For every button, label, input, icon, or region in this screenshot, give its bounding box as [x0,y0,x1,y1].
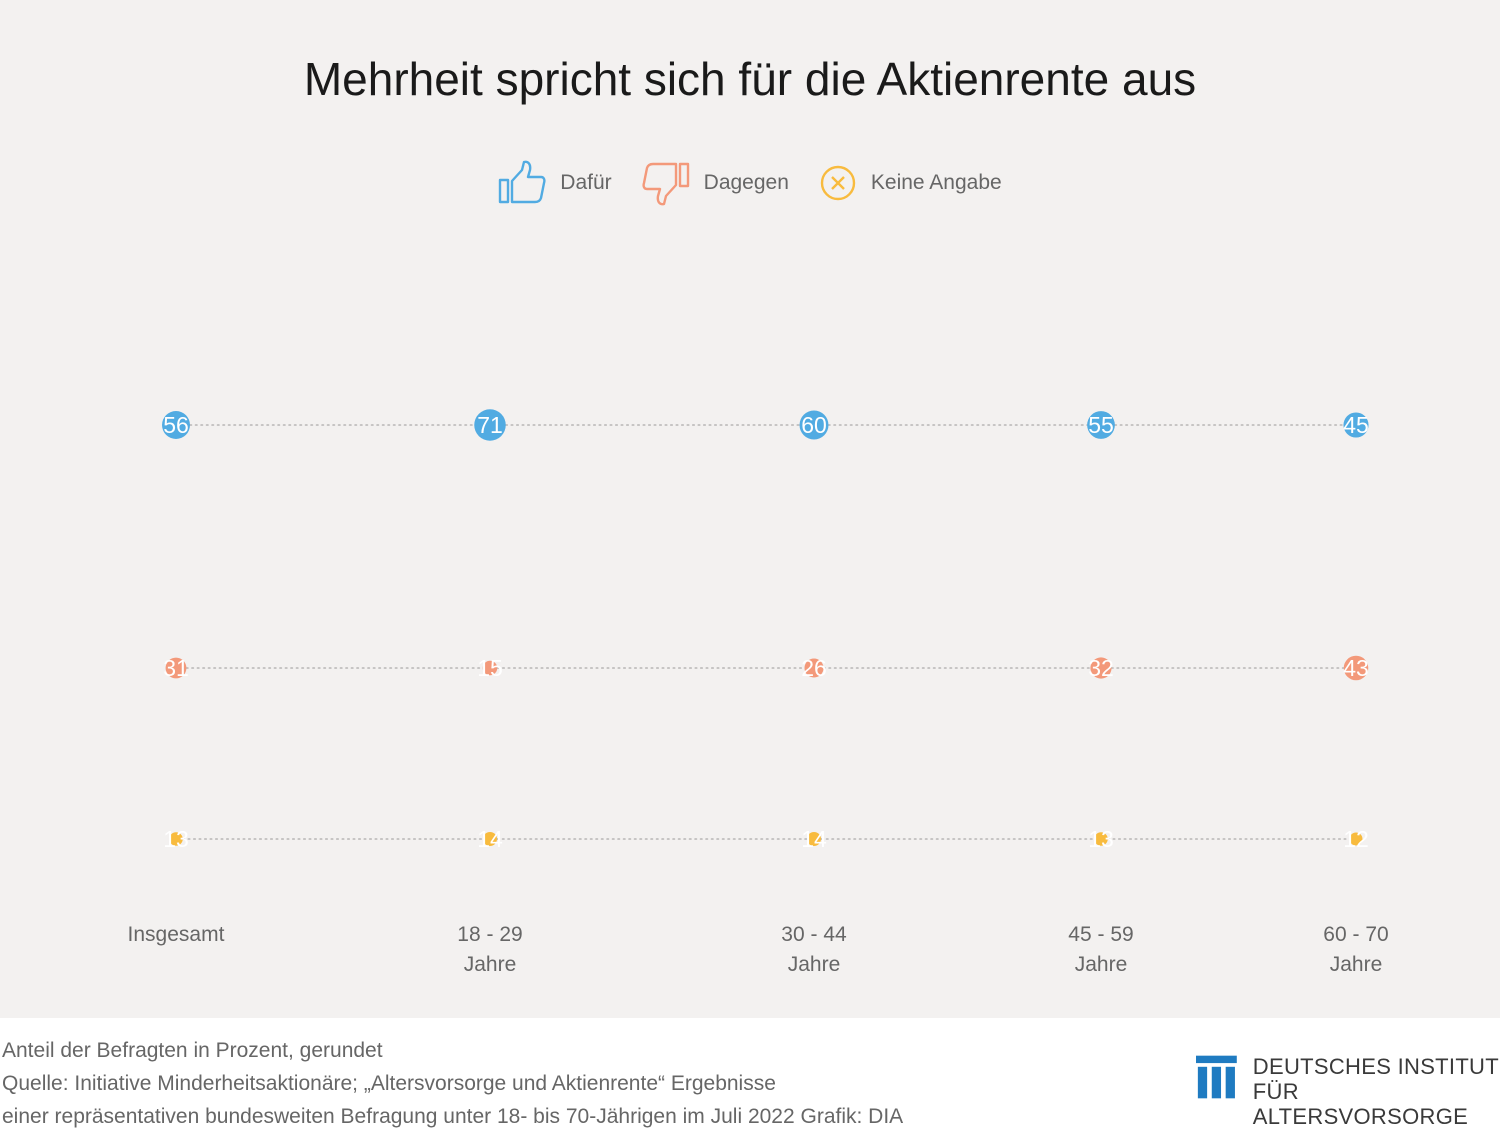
legend-label: Keine Angabe [870,171,1002,194]
category-label: 18 - 29 [457,923,522,946]
bubble-dagegen-4 [1343,655,1369,681]
logo-text: DEUTSCHES INSTITUT FÜR ALTERSVORSORGE [1253,1054,1500,1129]
bubble-value-label: 60 [801,412,827,438]
chart-panel [0,0,1500,1018]
category-label-line-2: Jahre [464,953,517,976]
category-label: 60 - 70 [1323,923,1388,946]
bubble-dagegen-3 [1090,657,1112,679]
bubble-dagegen-0 [165,657,187,679]
footer-note: Anteil der Befragten in Prozent, gerunde… [2,1039,383,1062]
bubble-value-label: 15 [477,655,503,681]
bubble-dagegen-2 [804,658,824,678]
bubble-value-label: 55 [1088,412,1114,438]
legend-item-keine-angabe: Keine Angabe [819,164,1002,202]
bubble-keine-angabe-4 [1349,832,1363,846]
bubble-value-label: 14 [801,826,827,852]
bubble-value-label: 26 [801,655,827,681]
legend-label: Dafür [560,171,612,194]
bubble-value-label: 12 [1343,826,1369,852]
category-label-line-2: Jahre [1330,953,1383,976]
bubble-keine-angabe-1 [483,832,497,846]
logo-line-1: DEUTSCHES INSTITUT [1252,1054,1499,1079]
bubble-value-label: 45 [1343,412,1369,438]
footer-notes: Anteil der Befragten in Prozent, gerunde… [2,1034,903,1133]
bubble-chart: 56 71 60 55 45 31 15 26 32 43 13 14 14 13 12 Insgesamt 1… [128,409,1389,976]
logo-line-2: FÜR ALTERSVORSORGE [1252,1079,1469,1129]
footer-source-line-1: Quelle: Initiative Minderheitsaktionäre;… [2,1072,776,1095]
bubble-value-label: 13 [163,826,189,852]
chart-title: Mehrheit spricht sich für die Aktienrent… [303,53,1197,105]
bubble-keine-angabe-0 [169,832,183,846]
dia-logo: DEUTSCHES INSTITUT FÜR ALTERSVORSORGE [1196,1054,1500,1129]
category-label: 30 - 44 [781,923,847,946]
bubble-value-label: 56 [163,412,189,438]
bubble-daf-r-1 [474,409,506,441]
bubble-value-label: 14 [477,826,503,852]
bubble-value-label: 13 [1088,826,1114,852]
category-label: 45 - 59 [1068,923,1133,946]
bubble-keine-angabe-2 [807,832,821,846]
category-label: Insgesamt [128,923,225,946]
footer-source-line-2: einer repräsentativen bundesweiten Befra… [2,1105,904,1128]
legend: Dafür Dagegen Keine Angabe [0,160,1500,206]
bubble-value-label: 43 [1343,655,1369,681]
bubble-daf-r-3 [1087,411,1115,439]
x-circle-icon [820,165,856,201]
bubble-value-label: 32 [1088,655,1114,681]
bubble-value-label: 71 [477,412,503,438]
bubble-daf-r-0 [162,411,190,439]
bubble-daf-r-4 [1343,412,1369,438]
bubble-keine-angabe-3 [1094,832,1108,846]
bubble-value-label: 31 [163,655,189,681]
legend-label: Dagegen [703,171,789,194]
bubble-daf-r-2 [799,410,829,440]
legend-item-dagegen: Dagegen [642,160,789,206]
bubble-dagegen-1 [482,660,498,676]
thumbs-up-icon [499,160,546,204]
institute-columns-icon [1196,1055,1237,1099]
legend-item-dafuer: Dafür [498,160,612,206]
category-label-line-2: Jahre [788,953,841,976]
category-label-line-2: Jahre [1075,953,1128,976]
thumbs-down-icon [642,162,689,206]
